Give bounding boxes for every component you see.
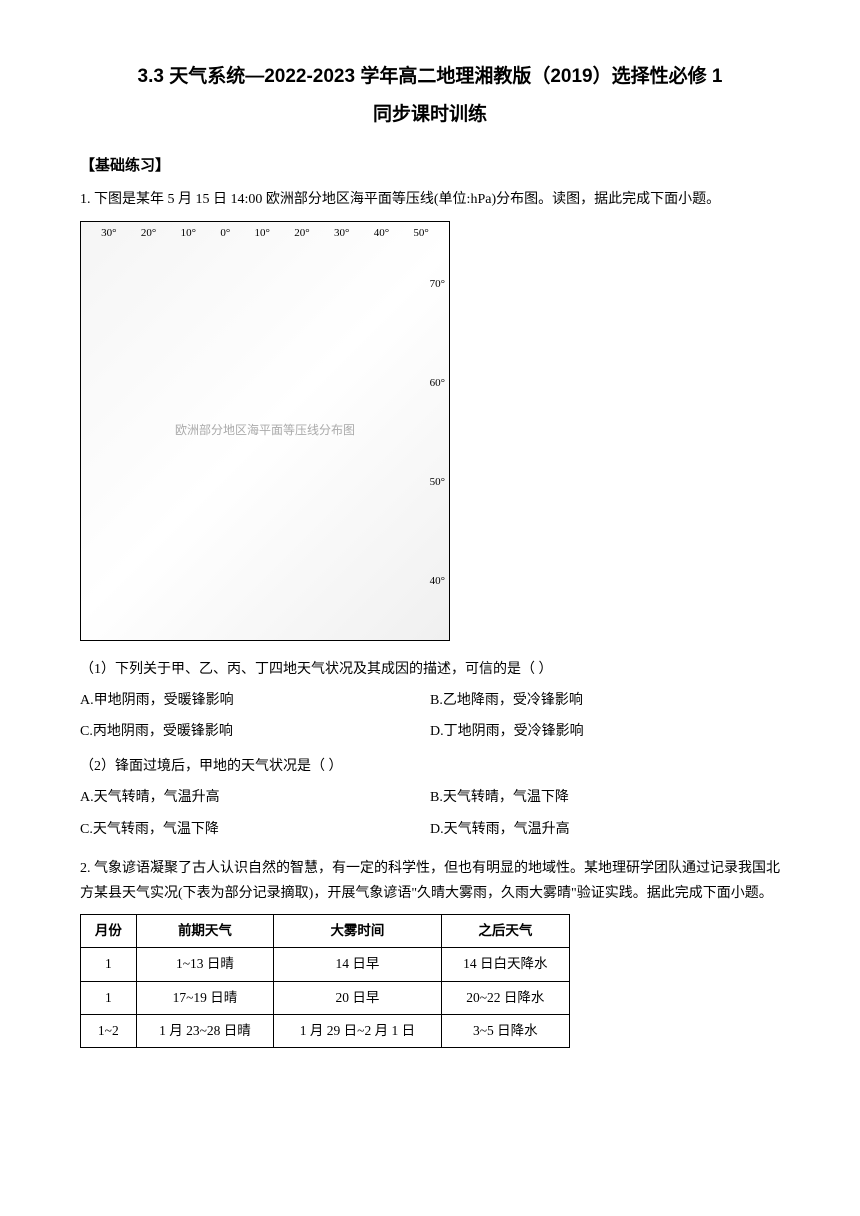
- cell: 17~19 日晴: [136, 981, 274, 1014]
- section-heading: 【基础练习】: [80, 152, 780, 179]
- table-row: 1 1~13 日晴 14 日早 14 日白天降水: [81, 948, 570, 981]
- map-latitude-labels: 70° 60° 50° 40°: [430, 236, 445, 632]
- col-fog: 大雾时间: [274, 915, 441, 948]
- table-row: 1 17~19 日晴 20 日早 20~22 日降水: [81, 981, 570, 1014]
- lat-label: 40°: [430, 572, 445, 592]
- option-d: D.天气转雨，气温升高: [430, 817, 780, 842]
- option-d: D.丁地阴雨，受冷锋影响: [430, 719, 780, 744]
- page-subtitle: 同步课时训练: [80, 98, 780, 132]
- option-a: A.甲地阴雨，受暖锋影响: [80, 688, 430, 713]
- col-month: 月份: [81, 915, 137, 948]
- cell: 3~5 日降水: [441, 1014, 569, 1047]
- lon-label: 30°: [334, 224, 349, 244]
- cell: 1 月 23~28 日晴: [136, 1014, 274, 1047]
- option-c: C.天气转雨，气温下降: [80, 817, 430, 842]
- lat-label: 60°: [430, 374, 445, 394]
- option-a: A.天气转晴，气温升高: [80, 785, 430, 810]
- cell: 1 月 29 日~2 月 1 日: [274, 1014, 441, 1047]
- table-header-row: 月份 前期天气 大雾时间 之后天气: [81, 915, 570, 948]
- cell: 20~22 日降水: [441, 981, 569, 1014]
- cell: 1: [81, 981, 137, 1014]
- q2-intro: 2. 气象谚语凝聚了古人认识自然的智慧，有一定的科学性，但也有明显的地域性。某地…: [80, 856, 780, 906]
- col-before: 前期天气: [136, 915, 274, 948]
- cell: 1~13 日晴: [136, 948, 274, 981]
- lon-label: 0°: [220, 224, 230, 244]
- q1-sub1-options-row1: A.甲地阴雨，受暖锋影响 B.乙地降雨，受冷锋影响: [80, 688, 780, 713]
- cell: 14 日早: [274, 948, 441, 981]
- lon-label: 10°: [181, 224, 196, 244]
- option-b: B.天气转晴，气温下降: [430, 785, 780, 810]
- option-b: B.乙地降雨，受冷锋影响: [430, 688, 780, 713]
- col-after: 之后天气: [441, 915, 569, 948]
- lat-label: 70°: [430, 275, 445, 295]
- cell: 1: [81, 948, 137, 981]
- page-title: 3.3 天气系统—2022-2023 学年高二地理湘教版（2019）选择性必修 …: [80, 60, 780, 94]
- lon-label: 30°: [101, 224, 116, 244]
- pressure-map-figure: 30° 20° 10° 0° 10° 20° 30° 40° 50° 70° 6…: [80, 221, 450, 641]
- q1-sub2-options-row1: A.天气转晴，气温升高 B.天气转晴，气温下降: [80, 785, 780, 810]
- cell: 1~2: [81, 1014, 137, 1047]
- lon-label: 20°: [294, 224, 309, 244]
- lon-label: 50°: [413, 224, 428, 244]
- lon-label: 20°: [141, 224, 156, 244]
- lon-label: 40°: [374, 224, 389, 244]
- table-row: 1~2 1 月 23~28 日晴 1 月 29 日~2 月 1 日 3~5 日降…: [81, 1014, 570, 1047]
- q1-sub2-options-row2: C.天气转雨，气温下降 D.天气转雨，气温升高: [80, 817, 780, 842]
- lon-label: 10°: [255, 224, 270, 244]
- cell: 20 日早: [274, 981, 441, 1014]
- weather-records-table: 月份 前期天气 大雾时间 之后天气 1 1~13 日晴 14 日早 14 日白天…: [80, 914, 570, 1048]
- q1-sub1-options-row2: C.丙地阴雨，受暖锋影响 D.丁地阴雨，受冷锋影响: [80, 719, 780, 744]
- cell: 14 日白天降水: [441, 948, 569, 981]
- map-longitude-labels: 30° 20° 10° 0° 10° 20° 30° 40° 50°: [81, 224, 449, 244]
- lat-label: 50°: [430, 473, 445, 493]
- q1-sub1-prompt: （1）下列关于甲、乙、丙、丁四地天气状况及其成因的描述，可信的是（ ）: [80, 657, 780, 682]
- q1-intro: 1. 下图是某年 5 月 15 日 14:00 欧洲部分地区海平面等压线(单位:…: [80, 187, 780, 212]
- q1-sub2-prompt: （2）锋面过境后，甲地的天气状况是（ ）: [80, 754, 780, 779]
- option-c: C.丙地阴雨，受暖锋影响: [80, 719, 430, 744]
